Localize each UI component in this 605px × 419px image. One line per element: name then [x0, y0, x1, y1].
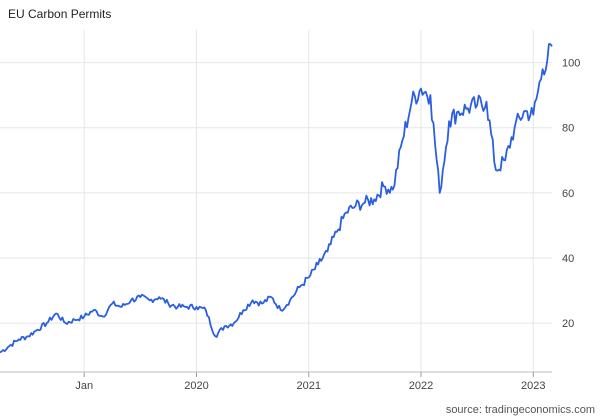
- tick-labels: 20 40 60 80 100 Jan 2020 2021 2022 2023: [75, 58, 580, 392]
- x-tick-label: 2020: [184, 380, 208, 392]
- series-layer: [0, 43, 553, 354]
- source-note: source: tradingeconomics.com: [445, 404, 595, 416]
- series-line: [0, 43, 553, 354]
- y-tick-label: 40: [562, 253, 574, 265]
- chart-title: EU Carbon Permits: [8, 7, 112, 21]
- y-tick-label: 20: [562, 318, 574, 330]
- x-tick-label: 2022: [409, 380, 433, 392]
- gridlines: [0, 30, 552, 372]
- y-tick-label: 80: [562, 123, 574, 135]
- x-tick-label: Jan: [75, 380, 93, 392]
- x-tick-label: 2021: [297, 380, 321, 392]
- y-tick-label: 60: [562, 188, 574, 200]
- x-tick-label: 2023: [521, 380, 545, 392]
- axes: [0, 371, 552, 377]
- y-tick-label: 100: [562, 58, 580, 70]
